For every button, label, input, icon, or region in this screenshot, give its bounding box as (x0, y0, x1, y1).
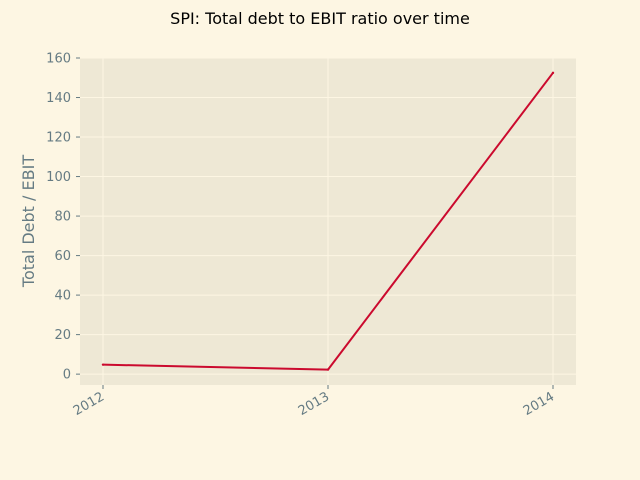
data-point (551, 71, 555, 75)
series-group (101, 71, 555, 371)
x-tick-label: 2012 (71, 389, 107, 419)
y-tick-label: 60 (54, 249, 71, 264)
y-tick-label: 40 (54, 289, 71, 304)
y-tick-label: 100 (46, 170, 71, 185)
data-point (101, 363, 105, 366)
y-tick-label: 140 (46, 91, 71, 106)
data-point (326, 368, 330, 371)
y-axis-label: Total Debt / EBIT (19, 155, 38, 288)
x-axis-ticks: 2012 2013 2014 (71, 385, 557, 419)
y-tick-label: 160 (46, 52, 71, 67)
y-tick-label: 120 (46, 131, 71, 146)
y-axis-ticks: 0 20 40 60 80 100 120 140 160 (46, 52, 80, 383)
y-tick-label: 80 (54, 210, 71, 225)
x-tick-label: 2013 (296, 389, 332, 419)
chart-title: SPI: Total debt to EBIT ratio over time (170, 9, 470, 28)
x-tick-label: 2014 (521, 389, 557, 419)
y-tick-label: 0 (63, 368, 71, 383)
grid-lines (80, 57, 576, 385)
y-tick-label: 20 (54, 328, 71, 343)
